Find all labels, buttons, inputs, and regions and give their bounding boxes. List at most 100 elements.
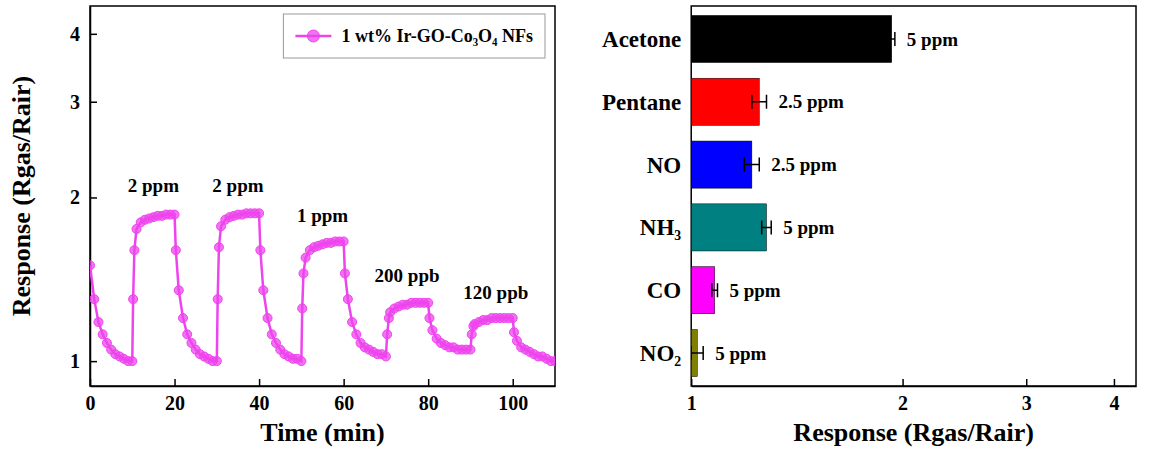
marker — [170, 210, 179, 219]
marker — [213, 295, 222, 304]
x-axis: 020406080100 — [86, 379, 556, 414]
y-axis-title: Response (Rgas/Rair) — [7, 76, 36, 317]
legend-box — [283, 14, 545, 58]
error-cap — [702, 346, 704, 360]
concentration-label: 5 ppm — [907, 29, 958, 50]
right-panel: AcetonePentaneNONH₃CONO₂12345 ppm2.5 ppm… — [602, 6, 1137, 447]
category-labels: AcetonePentaneNONH₃CONO₂ — [602, 27, 681, 366]
tick-label: 80 — [419, 392, 439, 414]
marker — [551, 357, 556, 366]
tick: 80 — [419, 379, 439, 414]
plot-frame — [90, 6, 555, 386]
marker — [466, 345, 475, 354]
tick-mark — [90, 361, 97, 363]
plot-area — [691, 15, 895, 376]
tick-label: 3 — [1022, 392, 1032, 414]
tick-label: 4 — [1109, 392, 1119, 414]
tick: 4 — [1109, 379, 1119, 414]
concentration-label: 5 ppm — [783, 217, 834, 238]
error-cap — [691, 346, 692, 360]
marker — [298, 304, 307, 313]
tick-label: 2 — [70, 186, 80, 208]
bar — [691, 141, 752, 188]
marker — [343, 295, 352, 304]
marker — [428, 326, 437, 335]
error-line — [889, 38, 895, 40]
annotation: 2 ppm — [128, 175, 179, 196]
tick-label: 4 — [70, 23, 80, 45]
tick: 100 — [498, 379, 528, 414]
category-label: Pentane — [602, 90, 681, 115]
error-cap — [744, 158, 746, 172]
marker — [267, 330, 276, 339]
category-label: Acetone — [602, 27, 681, 52]
bar — [691, 78, 759, 125]
tick: 4 — [70, 23, 97, 45]
error-cap — [711, 283, 713, 297]
tick-mark — [512, 379, 514, 386]
concentration-label: 5 ppm — [729, 280, 780, 301]
tick: 3 — [1022, 379, 1032, 414]
marker — [299, 269, 308, 278]
x-axis-title: Time (min) — [260, 418, 384, 447]
category-label: NH₃ — [640, 215, 682, 240]
error-cap — [894, 32, 896, 46]
error-bar — [752, 95, 767, 109]
marker — [90, 261, 95, 270]
tick: 3 — [70, 91, 97, 113]
tick-mark — [1114, 379, 1116, 386]
legend-label: 1 wt% Ir-GO-Co₃O₄ NFs — [341, 26, 533, 46]
error-line — [691, 352, 703, 354]
marker — [381, 352, 390, 361]
tick-label: 20 — [165, 392, 185, 414]
annotation: 1 ppm — [297, 205, 348, 226]
legend: 1 wt% Ir-GO-Co₃O₄ NFs — [283, 14, 545, 58]
error-bar — [712, 283, 718, 297]
bar — [691, 204, 766, 251]
concentration-label: 2.5 ppm — [778, 91, 844, 112]
tick-label: 2 — [898, 392, 908, 414]
marker — [98, 330, 107, 339]
marker — [348, 318, 357, 327]
marker — [340, 269, 349, 278]
tick-mark — [90, 197, 97, 199]
error-cap — [888, 32, 890, 46]
error-bar — [889, 32, 895, 46]
x-axis: 1234 — [687, 379, 1137, 414]
tick-mark — [343, 379, 345, 386]
legend-item: 1 wt% Ir-GO-Co₃O₄ NFs — [295, 26, 533, 46]
marker — [256, 246, 265, 255]
concentration-label: 2.5 ppm — [771, 154, 837, 175]
tick-label: 40 — [250, 392, 270, 414]
marker — [255, 209, 264, 218]
tick: 20 — [165, 379, 185, 414]
marker — [90, 295, 99, 304]
plot-area — [90, 209, 555, 366]
left-panel: 02040608010012342 ppm2 ppm1 ppm200 ppb12… — [7, 6, 560, 447]
tick: 2 — [70, 186, 97, 208]
tick-mark — [1026, 379, 1028, 386]
marker — [94, 318, 103, 327]
marker — [467, 330, 476, 339]
marker — [179, 314, 188, 323]
marker — [339, 237, 348, 246]
category-label: NO — [647, 153, 682, 178]
plot-frame — [691, 6, 1136, 386]
error-cap — [759, 158, 761, 172]
tick: 1 — [70, 350, 97, 372]
tick-label: 1 — [70, 350, 80, 372]
marker — [425, 314, 434, 323]
error-cap — [751, 95, 753, 109]
annotation: 200 ppb — [375, 265, 440, 286]
marker — [508, 314, 517, 323]
legend-marker — [307, 30, 319, 42]
concentration-label: 5 ppm — [715, 343, 766, 364]
tick-label: 60 — [334, 392, 354, 414]
marker — [174, 286, 183, 295]
tick: 40 — [250, 379, 270, 414]
error-bar — [762, 220, 772, 234]
annotation: 120 ppb — [463, 282, 528, 303]
marker — [263, 314, 272, 323]
tick-label: 100 — [498, 392, 528, 414]
annotation: 2 ppm — [212, 175, 263, 196]
